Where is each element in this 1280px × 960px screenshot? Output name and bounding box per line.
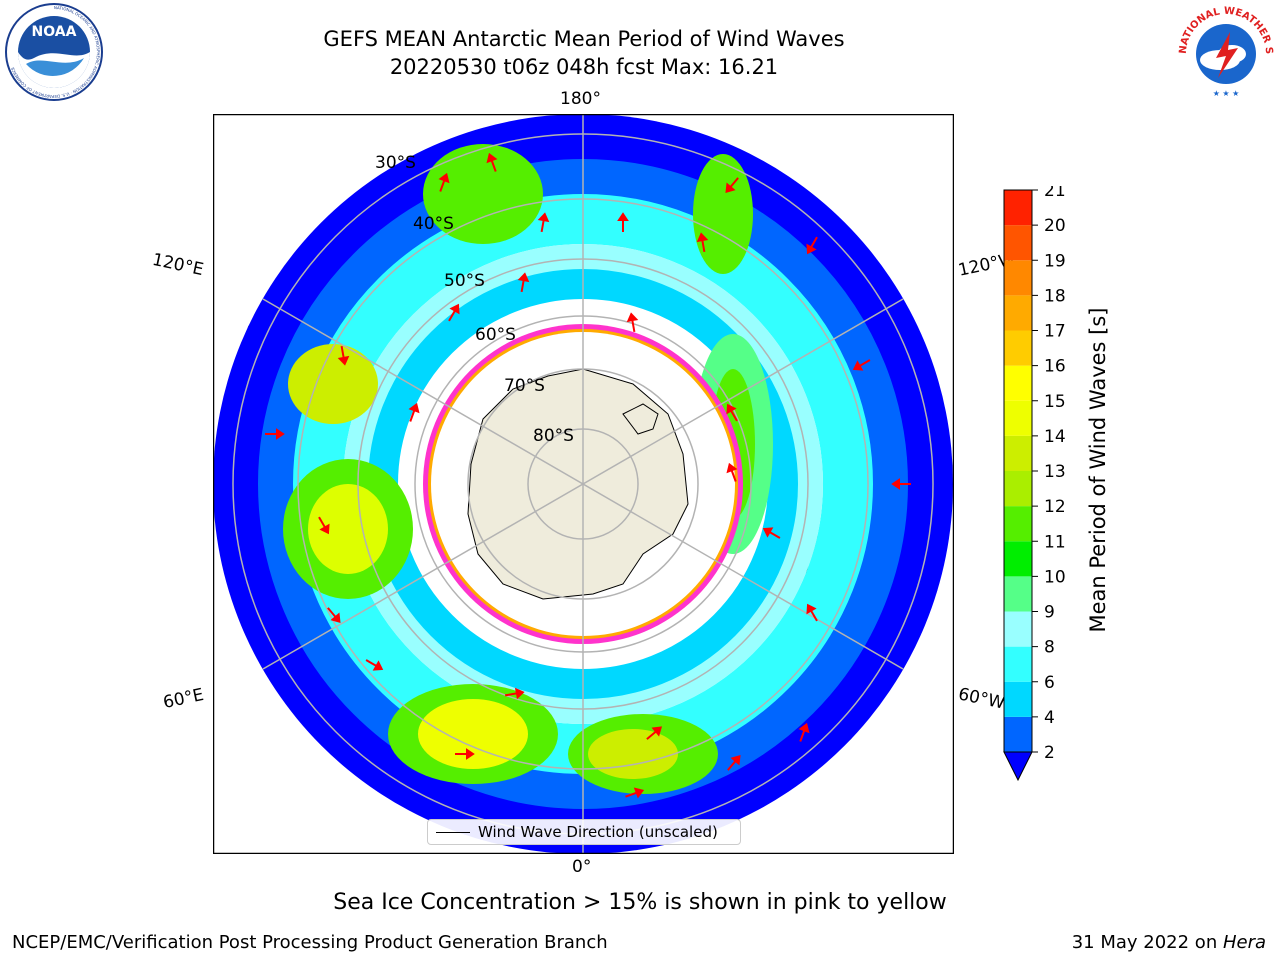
colorbar-segment (1004, 681, 1032, 717)
colorbar-segment (1004, 576, 1032, 612)
map-legend: Wind Wave Direction (unscaled) (427, 819, 741, 845)
footer-producer: NCEP/EMC/Verification Post Processing Pr… (12, 932, 608, 953)
noaa-logo-text: NOAA (32, 24, 77, 40)
lat-label-40s: 40°S (413, 214, 454, 234)
colorbar-tick-label: 9 (1044, 603, 1055, 623)
colorbar-extend-arrow (1003, 751, 1033, 782)
lon-label-180: 180° (560, 89, 601, 109)
colorbar-tick-label: 8 (1044, 638, 1055, 658)
colorbar-tick-label: 18 (1044, 286, 1066, 306)
wind-wave-arrows (265, 152, 911, 799)
colorbar-segment (1004, 471, 1032, 507)
colorbar-segment (1004, 541, 1032, 577)
colorbar-tick-label: 16 (1044, 357, 1066, 377)
lon-label-0: 0° (572, 857, 592, 877)
colorbar-label: Mean Period of Wind Waves [s] (1086, 307, 1110, 633)
wave-patch-tasman (423, 144, 543, 244)
lat-label-50s: 50°S (444, 271, 485, 291)
footer-date: 31 May 2022 on Hera (1072, 932, 1266, 953)
colorbar-segment (1004, 365, 1032, 401)
lon-label-120e: 120°E (150, 249, 206, 281)
footer-system: Hera (1222, 932, 1266, 953)
colorbar-segment (1004, 295, 1032, 331)
colorbar-tick-label: 10 (1044, 567, 1066, 587)
legend-label: Wind Wave Direction (unscaled) (478, 823, 718, 841)
colorbar-segment (1004, 190, 1032, 226)
colorbar-tick-label: 20 (1044, 216, 1066, 236)
legend-line (436, 832, 470, 833)
colorbar-segment (1004, 225, 1032, 261)
colorbar-segment (1004, 506, 1032, 542)
colorbar-segment (1004, 716, 1032, 752)
sea-ice-note: Sea Ice Concentration > 15% is shown in … (333, 890, 947, 915)
lon-label-60w: 60°W (956, 684, 1007, 714)
lon-label-60e: 60°E (161, 684, 206, 714)
footer-date-text: 31 May 2022 on (1071, 932, 1223, 953)
colorbar-tick-label: 4 (1044, 708, 1055, 728)
colorbar-tick-label: 13 (1044, 462, 1066, 482)
land-antarctic-peninsula (622, 403, 659, 435)
map-subtitle: 20220530 t06z 048h fcst Max: 16.21 (389, 55, 779, 79)
nws-logo: NATIONAL WEATHER SERVICE ★ ★ ★ (1176, 2, 1274, 100)
lat-label-30s: 30°S (375, 153, 416, 173)
colorbar-tick-label: 17 (1044, 322, 1066, 342)
lat-label-80s: 80°S (533, 426, 574, 446)
colorbar-tick-label: 14 (1044, 427, 1066, 447)
colorbar: 2 4 6 8 9 10 11 12 13 14 15 16 17 18 19 20 21 (1003, 186, 1066, 782)
polar-map: 30°S 40°S 50°S 60°S 70°S 80°S (213, 114, 954, 854)
colorbar-segment (1004, 400, 1032, 436)
colorbar-tick-label: 15 (1044, 392, 1066, 412)
colorbar-segment (1004, 435, 1032, 471)
colorbar-ticks: 2 4 6 8 9 10 11 12 13 14 15 16 17 18 19 20 21 (1032, 186, 1066, 763)
wave-patch-north-pacific (693, 154, 753, 274)
colorbar-tick-label: 11 (1044, 532, 1066, 552)
lat-label-60s: 60°S (475, 325, 516, 345)
noaa-logo: NOAA NATIONAL OCEANIC AND ATMOSPHERIC AD… (5, 3, 103, 101)
svg-text:★ ★ ★: ★ ★ ★ (1213, 89, 1240, 98)
colorbar-tick-label: 2 (1044, 743, 1055, 763)
lat-label-70s: 70°S (504, 376, 545, 396)
colorbar-tick-label: 19 (1044, 251, 1066, 271)
colorbar-segments (1003, 189, 1033, 782)
colorbar-segment (1004, 646, 1032, 682)
colorbar-tick-label: 21 (1044, 186, 1066, 201)
colorbar-tick-label: 6 (1044, 673, 1055, 693)
colorbar-tick-label: 12 (1044, 497, 1066, 517)
map-title: GEFS MEAN Antarctic Mean Period of Wind … (323, 27, 845, 51)
colorbar-segment (1004, 260, 1032, 296)
colorbar-segment (1004, 611, 1032, 647)
colorbar-segment (1004, 330, 1032, 366)
